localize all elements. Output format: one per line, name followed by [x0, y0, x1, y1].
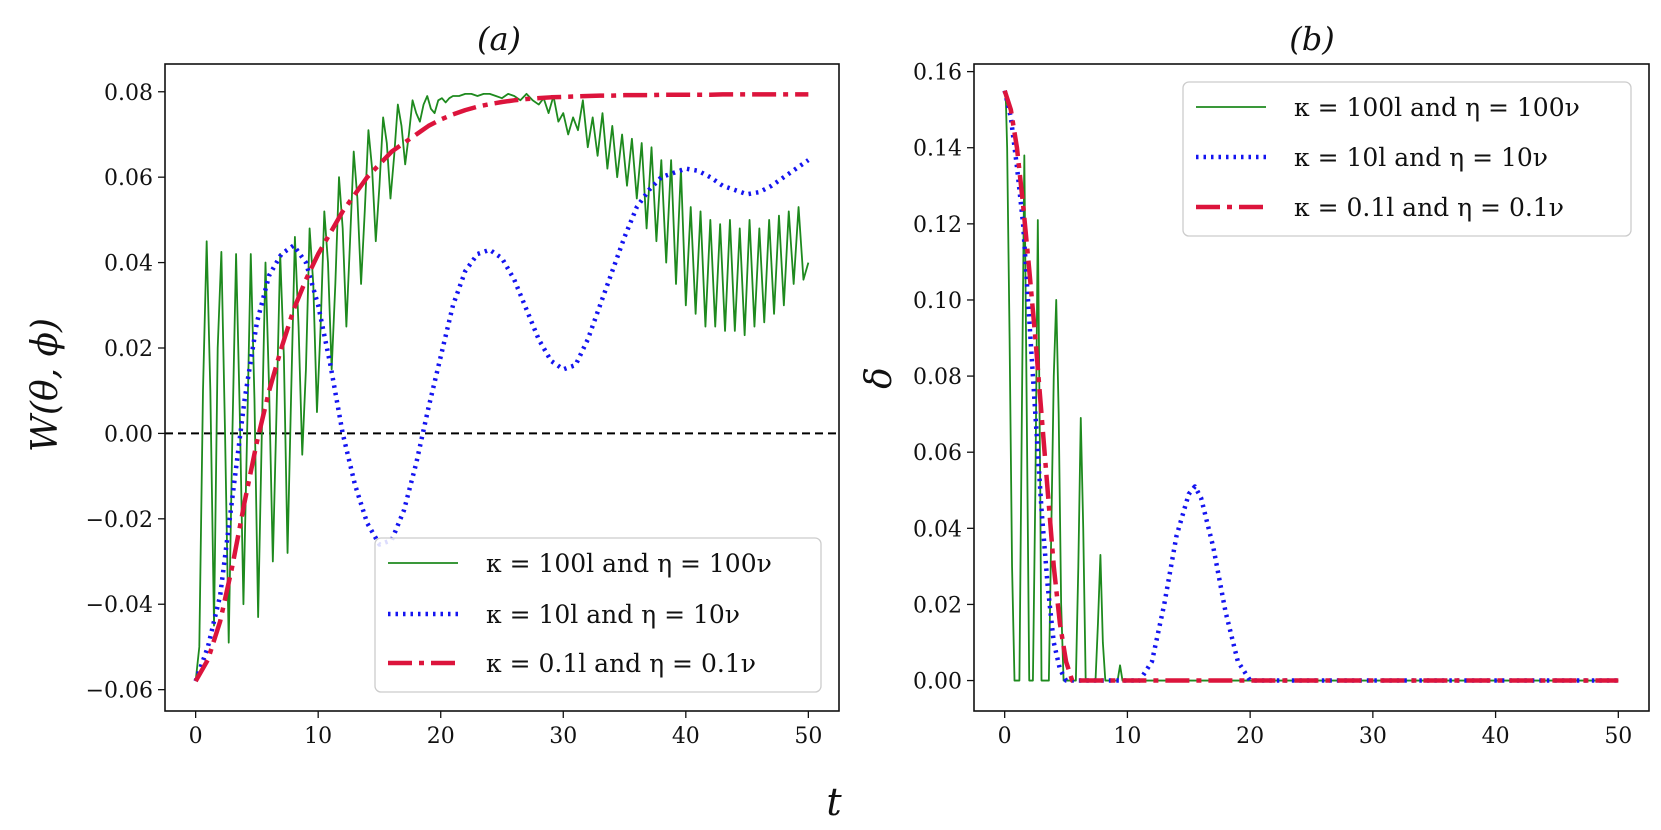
panel-a-legend-label-0: κ = 100l and η = 100ν [486, 549, 772, 578]
panel-a-ticks: 0 10 20 30 40 50 −0.06 −0.04 −0.02 0.00 0.02 0.04 0.… [86, 81, 823, 749]
panel-b-legend-box [1182, 81, 1632, 237]
panel-b-ytick-label: 0.14 [913, 137, 962, 162]
panel-b-plot-area [1002, 89, 1619, 683]
panel-b-series-solid-line [1003, 90, 1619, 682]
panel-a-plot-area [165, 92, 839, 683]
panel-a-xtick-label: 50 [794, 724, 822, 749]
panel-a-xtick-label: 10 [304, 724, 332, 749]
panel-b-xtick-label: 50 [1604, 724, 1632, 749]
panel-a-ytick-label: 0.02 [104, 337, 153, 362]
panel-a-xtick-label: 20 [427, 724, 455, 749]
panel-a-xtick-label: 40 [672, 724, 700, 749]
panel-b-legend-label-0: κ = 100l and η = 100ν [1294, 93, 1580, 122]
panel-a-legend-box [374, 537, 822, 693]
panel-a-ytick-label: −0.06 [86, 679, 153, 704]
panel-b-axes-frame [973, 63, 1650, 712]
panel-b-ticks: 0 10 20 30 40 50 0.00 0.02 0.04 0.06 0.08 0.10 0.12 0… [913, 61, 1632, 749]
panel-a-xtick-label: 0 [189, 724, 203, 749]
panel-b-legend-label-2: κ = 0.1l and η = 0.1ν [1294, 193, 1564, 222]
panel-a-ytick-label: −0.02 [86, 508, 153, 533]
panel-a-axes-frame [164, 63, 840, 712]
panel-a-xtick-label: 30 [549, 724, 577, 749]
panel-b-xtick-label: 0 [998, 724, 1012, 749]
panel-b-xtick-label: 30 [1359, 724, 1387, 749]
panel-a-legend: κ = 100l and η = 100ν κ = 10l and η = 10… [374, 537, 822, 693]
panel-b-legend: κ = 100l and η = 100ν κ = 10l and η = 10… [1182, 81, 1632, 237]
panel-a: (a) W(θ, ϕ) 0 10 20 30 40 50 −0.06 −0.04 −0.02 0.… [25, 20, 840, 749]
panel-a-ytick-label: 0.08 [104, 81, 153, 106]
panel-b-ytick-label: 0.02 [913, 593, 962, 618]
panel-a-title: (a) [477, 20, 521, 58]
panel-a-series-group [165, 92, 839, 683]
panel-a-series-solid-line [194, 92, 810, 682]
panel-b: (b) δ 0 10 20 30 40 50 0.00 0.02 0.04 0.06 0.08 0.1… [859, 20, 1650, 749]
panel-b-xtick-label: 40 [1482, 724, 1510, 749]
panel-b-ytick-label: 0.16 [913, 61, 962, 86]
panel-b-legend-label-1: κ = 10l and η = 10ν [1294, 143, 1548, 172]
panel-a-ytick-label: 0.06 [104, 166, 153, 191]
shared-xlabel: t [826, 780, 842, 824]
panel-b-ytick-label: 0.12 [913, 213, 962, 238]
panel-b-xtick-label: 20 [1236, 724, 1264, 749]
panel-a-legend-label-2: κ = 0.1l and η = 0.1ν [486, 649, 756, 678]
panel-b-series-dashdot-line [1002, 89, 1619, 683]
panel-b-ytick-label: 0.06 [913, 441, 962, 466]
panel-b-ylabel: δ [859, 367, 900, 389]
panel-a-ylabel: W(θ, ϕ) [25, 318, 66, 452]
panel-a-ytick-label: −0.04 [86, 593, 153, 618]
panel-b-xtick-label: 10 [1113, 724, 1141, 749]
panel-a-ytick-label: 0.00 [104, 422, 153, 447]
panel-a-ytick-label: 0.04 [104, 252, 153, 277]
panel-b-ytick-label: 0.00 [913, 670, 962, 695]
panel-a-legend-label-1: κ = 10l and η = 10ν [486, 600, 740, 629]
panel-b-ytick-label: 0.10 [913, 289, 962, 314]
panel-b-ytick-label: 0.04 [913, 517, 962, 542]
panel-b-ytick-label: 0.08 [913, 365, 962, 390]
panel-a-series-dashdot-line [193, 92, 809, 683]
panel-b-title: (b) [1289, 20, 1334, 58]
panel-a-series-dotted-line [193, 158, 810, 682]
panel-b-series-group [1002, 89, 1619, 683]
panel-b-series-dotted-line [1002, 90, 1619, 683]
